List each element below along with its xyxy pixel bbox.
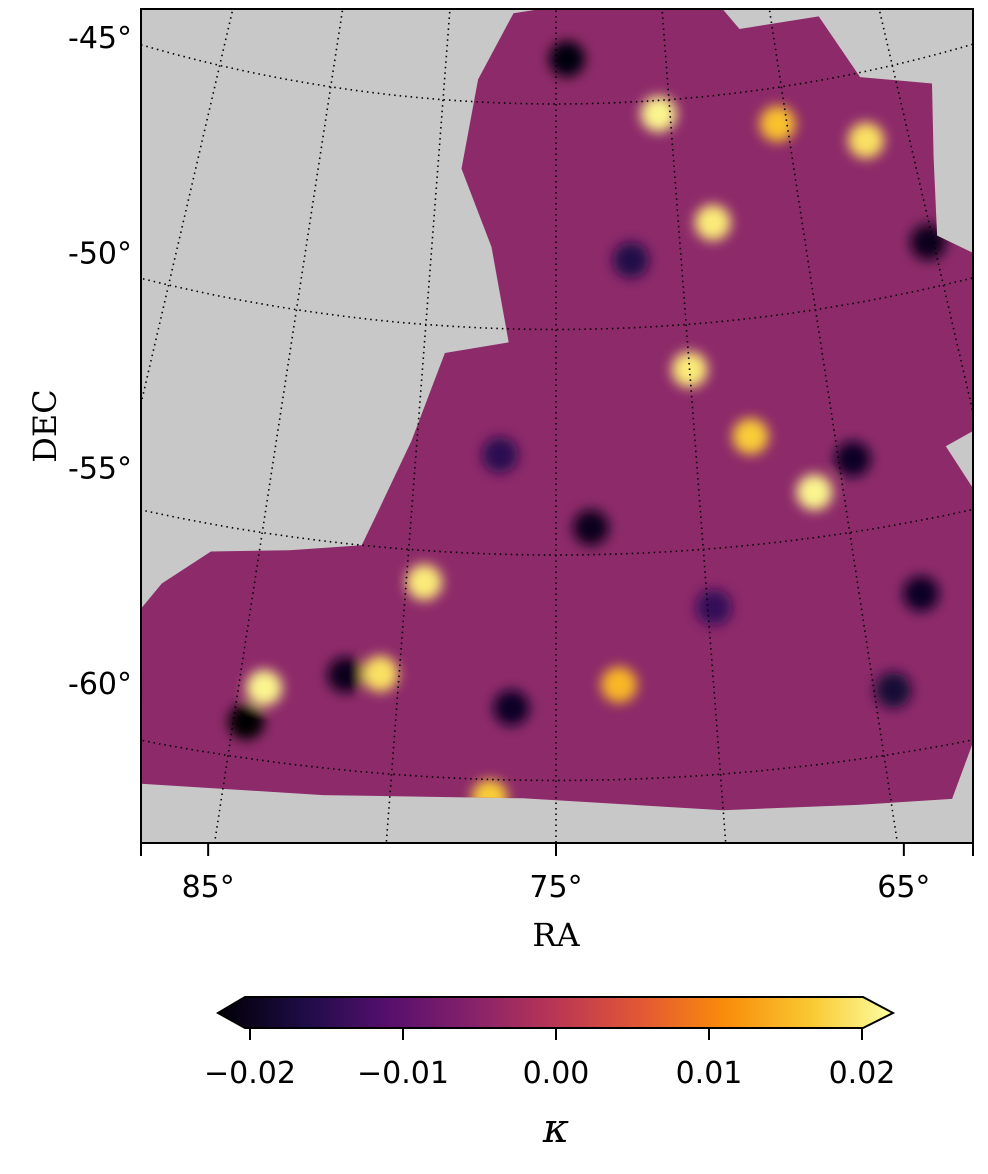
x-tick-label: 85° xyxy=(182,870,235,905)
kappa-structure xyxy=(493,689,530,726)
kappa-structure xyxy=(875,672,912,709)
kappa-structure xyxy=(796,474,833,511)
y-axis-label: DEC xyxy=(26,389,64,463)
kappa-structure xyxy=(695,589,732,626)
kappa-structure xyxy=(759,105,796,142)
colorbar-label: κ xyxy=(542,1106,569,1152)
colorbar-tick-label: 0.01 xyxy=(676,1056,743,1091)
kappa-structure xyxy=(834,441,871,477)
colorbar-body xyxy=(215,996,896,1029)
colorbar: −0.02 −0.01 0.00 0.01 0.02 κ xyxy=(204,996,896,1152)
kappa-structure xyxy=(694,204,731,241)
x-axis-label: RA xyxy=(532,916,580,954)
ra-axis-ticks: 65° 75° 85° xyxy=(140,843,974,905)
y-tick-label: -45° xyxy=(68,21,132,56)
colorbar-tick-label: 0.02 xyxy=(829,1056,896,1091)
kappa-structure xyxy=(601,666,637,703)
colorbar-tick-label: −0.02 xyxy=(204,1056,296,1091)
kappa-structure xyxy=(613,242,649,279)
kappa-structure xyxy=(246,669,283,706)
colorbar-ticks: −0.02 −0.01 0.00 0.01 0.02 xyxy=(204,1028,895,1091)
kappa-structure xyxy=(362,655,399,692)
dec-gridline xyxy=(141,43,973,105)
kappa-structure xyxy=(482,436,519,473)
kappa-structure xyxy=(549,40,585,77)
map-panel xyxy=(140,8,974,844)
kappa-structure xyxy=(640,96,677,132)
y-tick-label: -55° xyxy=(68,452,132,487)
graticule-lines xyxy=(141,9,973,843)
colorbar-tick-label: 0.00 xyxy=(523,1056,590,1091)
x-tick-label: 65° xyxy=(877,870,930,905)
colorbar-tick-label: −0.01 xyxy=(357,1056,449,1091)
dec-axis-ticks: -45° -50° -55° -60° xyxy=(68,21,132,702)
survey-footprint xyxy=(141,9,973,811)
kappa-structure xyxy=(732,418,769,455)
kappa-structure xyxy=(327,657,364,693)
x-tick-label: 75° xyxy=(529,870,582,905)
kappa-structure xyxy=(848,122,884,159)
kappa-structure xyxy=(406,564,443,601)
kappa-structure xyxy=(572,509,609,546)
kappa-structure xyxy=(903,575,939,612)
y-tick-label: -60° xyxy=(68,667,132,702)
kappa-structure xyxy=(228,703,265,740)
y-tick-label: -50° xyxy=(68,236,132,271)
ra-gridline xyxy=(768,9,899,843)
